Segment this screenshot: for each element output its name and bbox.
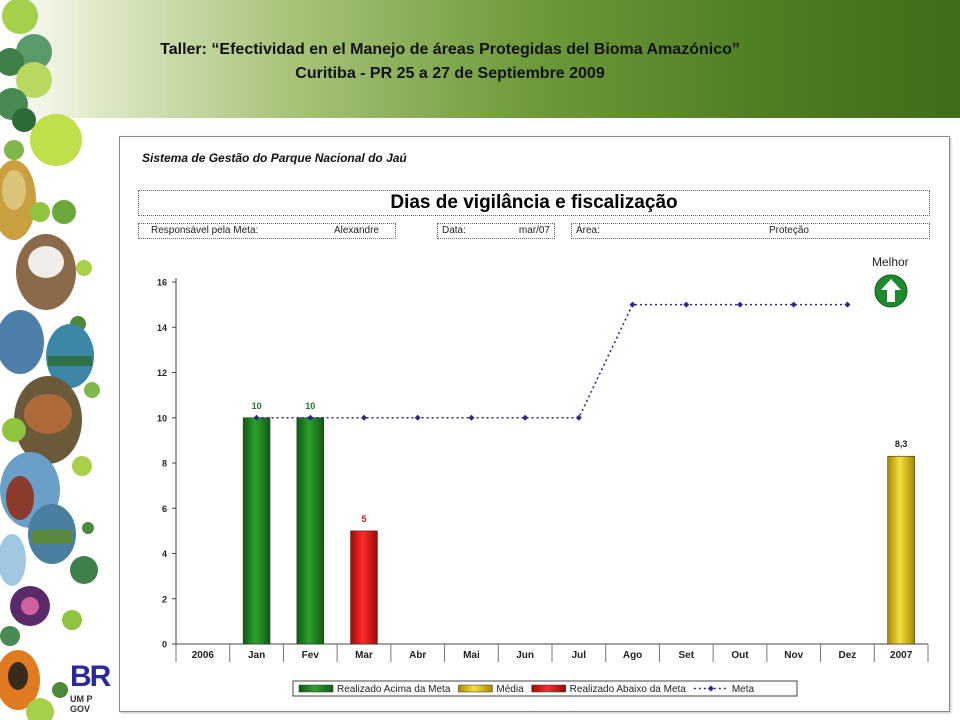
x-tick-label: Abr (409, 650, 426, 661)
x-tick-label: 2006 (192, 650, 215, 661)
area-value: Proteção (768, 225, 809, 236)
y-tick-label: 2 (162, 594, 167, 604)
meta-line (256, 303, 848, 419)
legend-label: Média (496, 684, 524, 695)
meta-point (361, 414, 367, 421)
chart-canvas: 0 2 4 6 8 10 12 14 16 2006 Jan Fev Mar Abr Mai Jun Jul Ag… (157, 278, 929, 697)
y-tick-label: 14 (157, 323, 167, 333)
legend-swatch (531, 684, 566, 693)
bar-data-label: 8,3 (895, 439, 908, 449)
area-box: Área: Proteção (571, 223, 930, 239)
chart-title-box: Dias de vigilância e fiscalização (138, 190, 930, 216)
header-band (0, 0, 960, 118)
bar (887, 455, 915, 645)
up-arrow-icon (874, 274, 908, 308)
meta-point (575, 414, 582, 421)
legend-label: Meta (732, 684, 755, 695)
bar-data-label: 10 (252, 401, 262, 411)
x-tick-label: Ago (623, 650, 642, 661)
x-tick-label: Dez (839, 650, 857, 661)
bar (242, 417, 271, 645)
meta-point (790, 301, 797, 308)
x-tick-label: Jan (248, 650, 265, 661)
y-tick-label: 12 (157, 368, 167, 378)
meta-point (414, 414, 421, 421)
logo-sub-line2: GOV (70, 704, 91, 714)
y-tick-label: 10 (157, 413, 167, 423)
chart-title: Dias de vigilância e fiscalização (390, 192, 678, 213)
chart-panel: Sistema de Gestão do Parque Nacional do … (119, 136, 950, 712)
slide-title-line1: Taller: “Efectividad en el Manejo de áre… (160, 41, 740, 58)
melhor-label: Melhor (872, 255, 909, 269)
logo-sub-line1: UM P (70, 694, 93, 704)
system-name: Sistema de Gestão do Parque Nacional do … (142, 151, 407, 165)
slide-title-line2: Curitiba - PR 25 a 27 de Septiembre 2009 (295, 65, 605, 82)
bar (296, 417, 325, 645)
x-tick-label: Mai (463, 650, 480, 661)
x-tick-label: Fev (302, 650, 320, 661)
x-tick-label: Jul (572, 650, 587, 661)
legend-swatch (458, 684, 493, 693)
meta-point (683, 301, 690, 308)
brasil-logo: BR UM P GOV (70, 660, 120, 720)
responsavel-label: Responsável pela Meta: (151, 225, 259, 236)
legend-label: Realizado Abaixo da Meta (570, 684, 687, 695)
decorative-photo-strip (0, 0, 100, 720)
y-tick-label: 0 (162, 640, 167, 650)
x-tick-label: Mar (355, 650, 373, 661)
meta-point (522, 414, 529, 421)
y-tick-label: 4 (162, 549, 167, 559)
meta-point (468, 414, 475, 421)
meta-point (307, 414, 314, 421)
meta-point (737, 301, 743, 308)
legend-marker (707, 685, 714, 692)
logo-letters: BR (70, 660, 111, 693)
x-tick-label: Out (731, 650, 749, 661)
legend-label: Realizado Acima da Meta (337, 684, 451, 695)
y-tick-label: 16 (157, 278, 167, 288)
meta-point (253, 414, 260, 421)
bar-data-label: 10 (305, 401, 315, 411)
x-tick-label: Set (679, 650, 695, 661)
bar (350, 530, 378, 645)
data-value: mar/07 (518, 225, 550, 236)
y-tick-label: 8 (162, 459, 167, 469)
meta-point (844, 301, 851, 308)
slide-title: Taller: “Efectividad en el Manejo de áre… (60, 38, 840, 86)
bar-data-label: 5 (361, 514, 366, 524)
data-label: Data: (442, 225, 466, 236)
y-tick-label: 6 (162, 504, 167, 514)
x-tick-label: Jun (516, 650, 534, 661)
responsavel-box: Responsável pela Meta: Alexandre (138, 223, 396, 239)
legend-swatch (298, 684, 334, 693)
x-tick-label: Nov (784, 650, 803, 661)
responsavel-value: Alexandre (333, 225, 379, 236)
meta-point (629, 301, 636, 308)
area-label: Área: (576, 225, 600, 236)
x-tick-label: 2007 (890, 650, 913, 661)
data-box: Data: mar/07 (437, 223, 555, 239)
